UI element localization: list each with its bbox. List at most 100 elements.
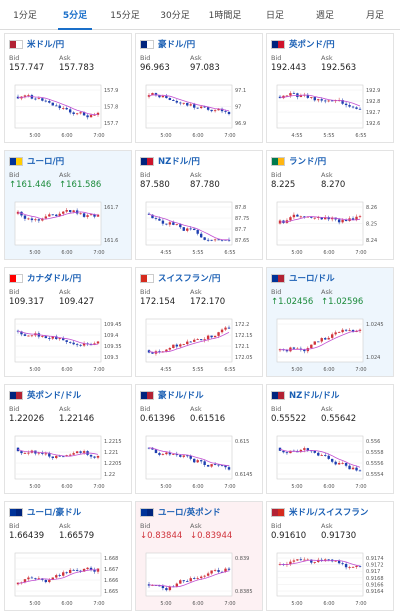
- rate-card[interactable]: ランド/円 Bid Ask 8.225 8.270 8.26 8.25 8.24 5:00 6:0…: [266, 150, 394, 260]
- rate-card[interactable]: 英ポンド/ドル Bid Ask 1.22026 1.22146 1.2215 1.221 1.…: [4, 384, 132, 494]
- candle-body: [72, 453, 75, 455]
- pair-name[interactable]: スイスフラン/円: [158, 274, 221, 284]
- pair-name[interactable]: 英ポンド/円: [289, 40, 335, 50]
- candle-body: [55, 455, 58, 459]
- pair-name[interactable]: ユーロ/ドル: [289, 274, 335, 284]
- pair-name[interactable]: NZドル/円: [158, 157, 200, 167]
- currency-flag-icon: [9, 390, 23, 400]
- candle-body: [182, 227, 185, 231]
- tab-timeframe[interactable]: 1分足: [13, 11, 37, 21]
- candle-body: [324, 217, 327, 220]
- pair-name[interactable]: ユーロ/英ポンド: [158, 508, 221, 518]
- x-tick-label: 7:00: [93, 367, 104, 373]
- mini-candlestick-chart[interactable]: 0.9174 0.9172 0.917 0.9168 0.9166 0.9164 5:00 6…: [273, 550, 389, 608]
- quote-values: 192.443 192.563: [271, 63, 389, 73]
- candle-body: [348, 465, 351, 470]
- rate-card[interactable]: 英ポンド/円 Bid Ask 192.443 192.563 192.9 192.8 192.…: [266, 33, 394, 143]
- tab-timeframe[interactable]: 日足: [265, 11, 284, 21]
- pair-name[interactable]: カナダドル/円: [27, 274, 82, 284]
- y-tick-label: 0.9174: [366, 556, 384, 562]
- candle-body: [313, 217, 316, 219]
- candle-body: [161, 585, 165, 589]
- rate-card[interactable]: スイスフラン/円 Bid Ask 172.154 172.170 172.2 172.15 1…: [135, 267, 263, 377]
- candle-body: [306, 216, 310, 218]
- rate-card[interactable]: 米ドル/円 Bid Ask 157.747 157.783 157.9 157.8 157.7…: [4, 33, 132, 143]
- mini-candlestick-chart[interactable]: 157.9 157.8 157.7 5:00 6:00 7:00: [11, 82, 127, 140]
- candle-body: [147, 350, 151, 353]
- tab-timeframe[interactable]: 15分足: [110, 11, 140, 21]
- tab-timeframe[interactable]: 1時間足: [208, 11, 242, 21]
- pair-name[interactable]: ユーロ/円: [27, 157, 65, 167]
- candle-body: [282, 450, 285, 453]
- rate-card[interactable]: カナダドル/円 Bid Ask 109.317 109.427 109.45 109.4 10…: [4, 267, 132, 377]
- mini-candlestick-chart[interactable]: 1.668 1.667 1.666 1.665 5:00 6:00 7:00: [11, 550, 127, 608]
- rate-card[interactable]: ユーロ/円 Bid Ask ↑161.446 ↑161.586 161.7 161.6 5:0…: [4, 150, 132, 260]
- mini-candlestick-chart[interactable]: 192.9 192.8 192.7 192.6 4:55 5:55 6:55: [273, 82, 389, 140]
- candle-body: [58, 213, 61, 217]
- rate-card[interactable]: NZドル/円 Bid Ask 87.580 87.780 87.8 87.75 87.7 87.…: [135, 150, 263, 260]
- quote-values: ↑161.446 ↑161.586: [9, 180, 127, 190]
- pair-name[interactable]: ユーロ/豪ドル: [27, 508, 82, 518]
- rate-card[interactable]: ユーロ/豪ドル Bid Ask 1.66439 1.66579 1.668 1.667 1.6…: [4, 501, 132, 611]
- x-tick-label: 7:00: [93, 484, 104, 490]
- tab-timeframe[interactable]: 月足: [365, 11, 384, 21]
- mini-candlestick-chart[interactable]: 0.556 0.5558 0.5556 0.5554 5:00 6:00 7:00: [273, 433, 389, 491]
- x-tick-label: 6:00: [61, 484, 72, 490]
- bid-value: 157.747: [9, 63, 45, 73]
- moving-average-line: [17, 211, 99, 220]
- candle-body: [41, 336, 44, 337]
- pair-name[interactable]: 米ドル/円: [27, 40, 65, 50]
- pair-name[interactable]: NZドル/ドル: [289, 391, 340, 401]
- candle-body: [158, 218, 161, 221]
- rate-card[interactable]: 豪ドル/円 Bid Ask 96.963 97.083 97.1 97 96.9 5:00 6:0…: [135, 33, 263, 143]
- x-tick-label: 5:00: [29, 250, 40, 256]
- ask-label: Ask: [321, 288, 333, 296]
- pair-name[interactable]: 米ドル/スイスフラン: [289, 508, 369, 518]
- candle-body: [224, 111, 227, 113]
- y-tick-label: 192.6: [366, 121, 380, 127]
- ask-value: 109.427: [59, 297, 95, 307]
- ask-label: Ask: [321, 54, 333, 62]
- mini-candlestick-chart[interactable]: 0.615 0.6145 5:00 6:00 7:00: [142, 433, 258, 491]
- candle-body: [320, 559, 323, 561]
- quote-values: 1.22026 1.22146: [9, 414, 127, 424]
- tab-timeframe[interactable]: 5分足: [50, 0, 100, 30]
- candle-body: [324, 100, 327, 102]
- ask-value: 1.66579: [59, 531, 95, 541]
- x-tick-label: 6:00: [61, 367, 72, 373]
- rate-card[interactable]: 米ドル/スイスフラン Bid Ask 0.91610 0.91730 0.9174 0.91…: [266, 501, 394, 611]
- candle-body: [299, 559, 303, 561]
- pair-name[interactable]: 豪ドル/円: [158, 40, 196, 50]
- x-tick-label: 5:00: [29, 601, 40, 607]
- quote-labels: Bid Ask: [9, 522, 127, 530]
- tab-timeframe[interactable]: 週足: [315, 11, 334, 21]
- candle-body: [348, 105, 351, 107]
- moving-average-line: [17, 449, 99, 457]
- candle-body: [220, 108, 224, 112]
- candle-body: [168, 98, 172, 100]
- mini-candlestick-chart[interactable]: 1.0245 1.024 5:00 6:00 7:00: [273, 316, 389, 374]
- rate-card[interactable]: 豪ドル/ドル Bid Ask 0.61396 0.61516 0.615 0.6145 5:0…: [135, 384, 263, 494]
- pair-name[interactable]: 英ポンド/ドル: [27, 391, 82, 401]
- mini-candlestick-chart[interactable]: 161.7 161.6 5:00 6:00 7:00: [11, 199, 127, 257]
- mini-candlestick-chart[interactable]: 1.2215 1.221 1.2205 1.22 5:00 6:00 7:00: [11, 433, 127, 491]
- candle-body: [89, 214, 93, 216]
- rate-card[interactable]: ユーロ/英ポンド Bid Ask ↓0.83844 ↓0.83944 0.839 0.838…: [135, 501, 263, 611]
- y-tick-label: 0.6145: [235, 472, 253, 478]
- rate-card[interactable]: ユーロ/ドル Bid Ask ↑1.02456 ↑1.02596 1.0245 1.024 5…: [266, 267, 394, 377]
- mini-candlestick-chart[interactable]: 87.8 87.75 87.7 87.65 4:55 5:55 6:55: [142, 199, 258, 257]
- mini-candlestick-chart[interactable]: 0.839 0.8385 5:00 6:00 7:00: [142, 550, 258, 608]
- mini-candlestick-chart[interactable]: 97.1 97 96.9 5:00 6:00 7:00: [142, 82, 258, 140]
- rate-card[interactable]: NZドル/ドル Bid Ask 0.55522 0.55642 0.556 0.5558 0.…: [266, 384, 394, 494]
- candle-body: [27, 335, 30, 337]
- mini-candlestick-chart[interactable]: 172.2 172.15 172.1 172.05 4:55 5:55 6:55: [142, 316, 258, 374]
- candle-body: [193, 578, 196, 579]
- candle-body: [203, 575, 206, 577]
- pair-name[interactable]: ランド/円: [289, 157, 327, 167]
- mini-candlestick-chart[interactable]: 8.26 8.25 8.24 5:00 6:00 7:00: [273, 199, 389, 257]
- tab-timeframe[interactable]: 30分足: [160, 11, 190, 21]
- mini-candlestick-chart[interactable]: 109.45 109.4 109.35 109.3 5:00 6:00 7:00: [11, 316, 127, 374]
- pair-name[interactable]: 豪ドル/ドル: [158, 391, 204, 401]
- currency-flag-icon: [271, 39, 285, 49]
- chart-svg: 97.1 97 96.9 5:00 6:00 7:00: [145, 84, 246, 139]
